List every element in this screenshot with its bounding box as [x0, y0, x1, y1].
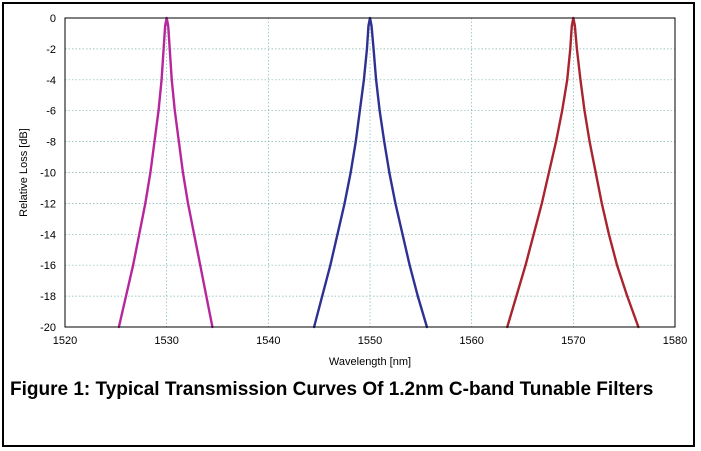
- y-tick-label: -20: [40, 322, 56, 334]
- y-tick-label: -2: [46, 44, 56, 56]
- grid-layer: [65, 18, 675, 327]
- y-axis-title: Relative Loss [dB]: [18, 128, 30, 217]
- y-tick-label: 0: [50, 13, 56, 25]
- axes-layer: [64, 17, 676, 328]
- x-tick-label: 1530: [154, 335, 178, 347]
- plot-area-border: [64, 17, 676, 328]
- x-axis-title: Wavelength [nm]: [329, 356, 411, 368]
- x-tick-label: 1580: [663, 335, 687, 347]
- y-tick-label: -16: [40, 260, 56, 272]
- y-tick-label: -14: [40, 229, 56, 241]
- x-tick-label: 1560: [459, 335, 483, 347]
- figure-frame: [2, 2, 695, 447]
- y-tick-label: -8: [46, 137, 56, 149]
- y-tick-label: -10: [40, 168, 56, 180]
- y-tick-label: -12: [40, 198, 56, 210]
- figure-caption: Figure 1: Typical Transmission Curves Of…: [10, 379, 654, 400]
- x-tick-label: 1570: [561, 335, 585, 347]
- x-tick-label: 1550: [358, 335, 382, 347]
- x-tick-label: 1520: [53, 335, 77, 347]
- curves-layer: [117, 16, 640, 329]
- y-tick-label: -18: [40, 291, 56, 303]
- x-tick-label: 1540: [256, 335, 280, 347]
- y-tick-label: -6: [46, 106, 56, 118]
- y-tick-label: -4: [46, 75, 56, 87]
